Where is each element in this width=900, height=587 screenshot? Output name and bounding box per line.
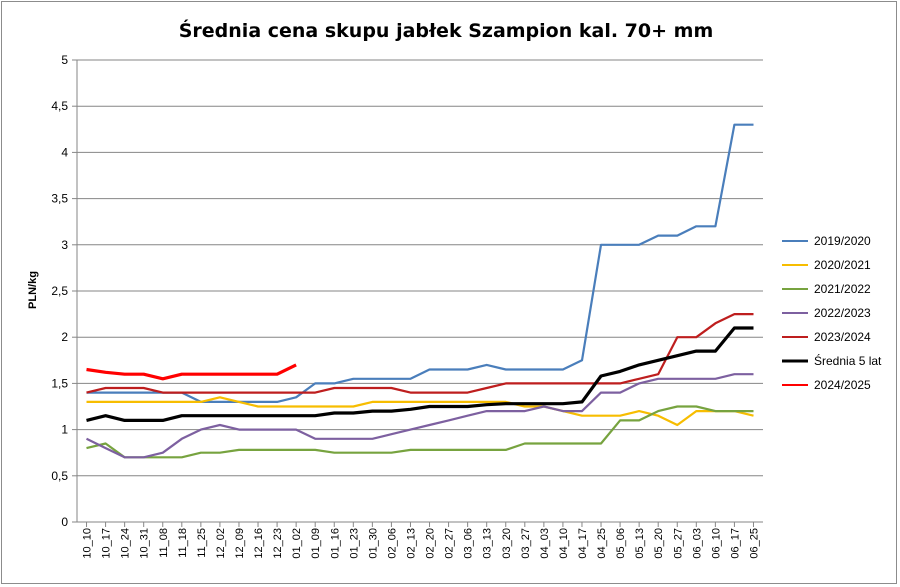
y-tick-label: 4,5: [51, 99, 68, 113]
x-tick-label: 01_23: [348, 528, 360, 559]
y-tick-label: 0: [61, 515, 68, 529]
x-tick-label: 05_13: [634, 528, 646, 559]
x-tick-label: 06_25: [748, 528, 760, 559]
x-tick-label: 06_17: [729, 528, 741, 559]
x-tick-label: 04_25: [596, 528, 608, 559]
legend-entry: 2022/2023: [814, 306, 871, 320]
x-tick-label: 12_16: [253, 528, 265, 559]
y-tick-label: 2: [61, 330, 68, 344]
x-tick-label: 05_06: [615, 528, 627, 559]
y-tick-label: 5: [61, 53, 68, 67]
x-tick-label: 02_27: [444, 528, 456, 559]
legend-entry: 2020/2021: [814, 258, 871, 272]
x-tick-label: 02_06: [386, 528, 398, 559]
x-tick-label: 04_17: [577, 528, 589, 559]
x-tick-label: 04_10: [558, 528, 570, 559]
y-tick-label: 3: [61, 238, 68, 252]
series-line-2022-2023: [86, 373, 754, 459]
legend-entry: 2021/2022: [814, 282, 871, 296]
x-tick-label: 02_13: [405, 528, 417, 559]
x-tick-label: 11_18: [177, 528, 189, 558]
y-tick-label: 1,5: [51, 376, 68, 390]
legend: 2019/2020 2020/2021 2021/2022 2022/2023 2023…: [782, 234, 882, 392]
x-tick-labels: 10_10 10_17 10_24 10_31 11_08 11_18 11_25 12_02…: [82, 528, 761, 559]
x-tick-label: 01_30: [367, 528, 379, 559]
x-tick-label: 11_08: [158, 528, 170, 558]
x-tick-label: 03_13: [482, 528, 494, 559]
series-lines: [86, 123, 754, 459]
x-tick-label: 03_27: [520, 528, 532, 559]
series-line-2019-2020: [86, 123, 754, 403]
x-tick-label: 04_03: [539, 528, 551, 559]
x-tick-label: 05_20: [653, 528, 665, 559]
x-tick-label: 12_09: [234, 528, 246, 559]
x-tick-label: 01_09: [310, 528, 322, 559]
chart-title: Średnia cena skupu jabłek Szampion kal. …: [179, 18, 714, 42]
y-axis-label: PLN/kg: [27, 271, 39, 309]
x-tick-label: 03_20: [501, 528, 513, 559]
y-tick-label: 0,5: [51, 469, 68, 483]
x-tick-label: 10_24: [120, 528, 132, 559]
legend-entry: 2019/2020: [814, 234, 871, 248]
y-tick-label: 3,5: [51, 192, 68, 206]
x-tick-label: 10_17: [101, 528, 113, 559]
x-tick-label: 10_31: [139, 528, 151, 559]
x-tick-label: 05_27: [672, 528, 684, 559]
series-line-2020-2021: [86, 396, 754, 427]
x-tick-label: 12_02: [215, 528, 227, 559]
axes: [72, 59, 763, 527]
y-tick-labels: 0 0,5 1 1,5 2 2,5 3 3,5 4 4,5 5: [51, 53, 68, 529]
x-tick-label: 02_20: [425, 528, 437, 559]
series-line-2023-2024: [86, 313, 754, 394]
series-line-2024-2025: [86, 363, 297, 381]
x-tick-label: 01_16: [329, 528, 341, 559]
x-tick-label: 06_03: [691, 528, 703, 559]
y-tick-label: 1: [61, 423, 68, 437]
series-line-2021-2022: [86, 405, 754, 459]
gridlines: [77, 59, 763, 477]
x-tick-label: 01_02: [291, 528, 303, 559]
x-tick-label: 11_25: [196, 528, 208, 558]
x-tick-label: 10_10: [82, 528, 94, 559]
legend-entry: 2023/2024: [814, 330, 871, 344]
y-tick-label: 2,5: [51, 284, 68, 298]
legend-entry: 2024/2025: [814, 378, 871, 392]
x-tick-label: 06_10: [710, 528, 722, 559]
x-tick-label: 03_06: [463, 528, 475, 559]
series-line--rednia-5-lat: [86, 326, 754, 422]
y-tick-label: 4: [61, 145, 68, 159]
x-tick-label: 12_23: [272, 528, 284, 559]
legend-entry: Średnia 5 lat: [814, 353, 882, 368]
